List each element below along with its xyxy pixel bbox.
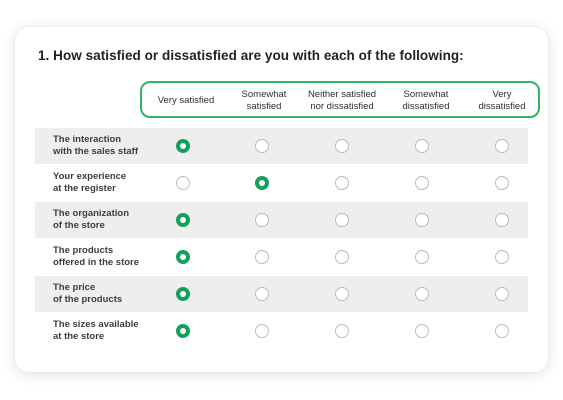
radio-very-dissatisfied[interactable] (495, 250, 509, 264)
matrix-row: The organization of the store (35, 202, 528, 238)
matrix-row: The price of the products (35, 276, 528, 312)
matrix-row: The products offered in the store (35, 239, 528, 275)
radio-neither[interactable] (335, 213, 349, 227)
radio-neither[interactable] (335, 139, 349, 153)
radio-neither[interactable] (335, 176, 349, 190)
column-header-neither: Neither satisfied nor dissatisfied (307, 89, 377, 112)
radio-very-dissatisfied[interactable] (495, 213, 509, 227)
column-header-very-dissatisfied: Very dissatisfied (478, 89, 526, 112)
radio-very-satisfied[interactable] (176, 287, 190, 301)
question-title: 1. How satisfied or dissatisfied are you… (38, 48, 464, 63)
radio-very-dissatisfied[interactable] (495, 139, 509, 153)
radio-very-satisfied[interactable] (176, 324, 190, 338)
radio-somewhat-dissatisfied[interactable] (415, 287, 429, 301)
radio-somewhat-satisfied[interactable] (255, 324, 269, 338)
radio-somewhat-satisfied[interactable] (255, 287, 269, 301)
row-label: Your experience at the register (53, 171, 127, 194)
radio-neither[interactable] (335, 250, 349, 264)
radio-somewhat-dissatisfied[interactable] (415, 324, 429, 338)
radio-somewhat-dissatisfied[interactable] (415, 176, 429, 190)
radio-neither[interactable] (335, 287, 349, 301)
radio-very-satisfied[interactable] (176, 213, 190, 227)
survey-card (15, 27, 548, 372)
column-header-very-satisfied: Very satisfied (157, 95, 215, 106)
matrix-row: Your experience at the register (35, 165, 528, 201)
column-header-somewhat-dissatisfied: Somewhat dissatisfied (402, 89, 450, 112)
radio-somewhat-dissatisfied[interactable] (415, 250, 429, 264)
radio-somewhat-satisfied[interactable] (255, 176, 269, 190)
column-header-somewhat-satisfied: Somewhat satisfied (241, 89, 287, 112)
radio-very-dissatisfied[interactable] (495, 324, 509, 338)
radio-somewhat-satisfied[interactable] (255, 139, 269, 153)
radio-somewhat-satisfied[interactable] (255, 213, 269, 227)
radio-very-satisfied[interactable] (176, 139, 190, 153)
row-label: The interaction with the sales staff (53, 134, 138, 157)
radio-somewhat-satisfied[interactable] (255, 250, 269, 264)
row-label: The sizes available at the store (53, 319, 139, 342)
row-label: The price of the products (53, 282, 123, 305)
radio-very-satisfied[interactable] (176, 250, 190, 264)
matrix-row: The sizes available at the store (35, 313, 528, 349)
row-label: The organization of the store (53, 208, 129, 231)
column-header-box (140, 81, 540, 118)
radio-very-dissatisfied[interactable] (495, 176, 509, 190)
matrix-row: The interaction with the sales staff (35, 128, 528, 164)
radio-very-dissatisfied[interactable] (495, 287, 509, 301)
radio-somewhat-dissatisfied[interactable] (415, 213, 429, 227)
radio-somewhat-dissatisfied[interactable] (415, 139, 429, 153)
radio-neither[interactable] (335, 324, 349, 338)
row-label: The products offered in the store (53, 245, 140, 268)
radio-very-satisfied[interactable] (176, 176, 190, 190)
